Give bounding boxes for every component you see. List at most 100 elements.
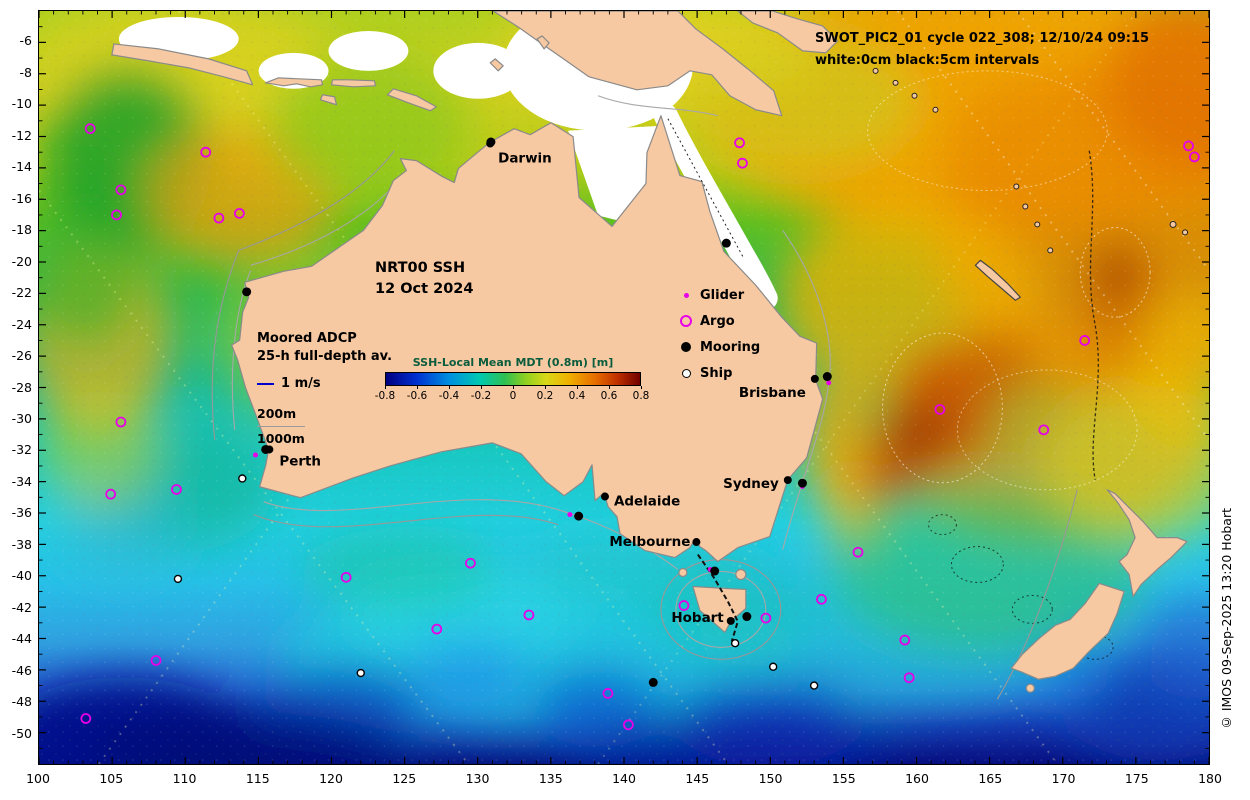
ship-marker xyxy=(730,639,740,648)
isobath-200m-label: 200m xyxy=(257,406,297,421)
city-dot-brisbane xyxy=(810,374,819,383)
city-label-brisbane: Brisbane xyxy=(739,385,806,401)
glider-marker xyxy=(826,380,832,386)
colorbar-tickmark xyxy=(481,386,482,389)
colorbar-tick-label: -0.2 xyxy=(470,390,492,402)
city-dot-sydney xyxy=(783,476,792,485)
legend-item-mooring: Mooring xyxy=(678,334,760,360)
city-label-hobart: Hobart xyxy=(671,610,724,626)
city-label-melbourne: Melbourne xyxy=(609,534,690,550)
argo-marker xyxy=(1079,335,1091,346)
ship-marker xyxy=(173,574,183,584)
lat-tick-label: -14 xyxy=(11,159,32,175)
colorbar-tick-label: 0.4 xyxy=(568,390,586,402)
lon-tick-label: 130 xyxy=(465,771,490,786)
lat-tick-label: -30 xyxy=(11,410,32,426)
argo-marker xyxy=(602,688,614,699)
lon-tick-label: 165 xyxy=(978,771,1003,786)
legend-label-glider: Glider xyxy=(700,287,745,303)
lat-tick-label: -32 xyxy=(11,442,32,458)
lon-tick-label: 180 xyxy=(1198,771,1222,786)
lon-tick-label: 155 xyxy=(831,771,856,786)
run-title: SWOT_PIC2_01 cycle 022_308; 12/10/24 09:… xyxy=(815,28,1149,72)
isobath-line-icon xyxy=(257,426,305,427)
colorbar-tickmark xyxy=(545,386,546,389)
lat-tick-label: -8 xyxy=(19,64,32,80)
ssh-contours xyxy=(39,11,1209,764)
colorbar-tickmark xyxy=(609,386,610,389)
australia-ssh-map: Darwin Perth Adelaide Melbourne Hobart Sydney… xyxy=(39,11,1209,764)
mooring-marker xyxy=(742,612,752,622)
colorbar-tickmark xyxy=(385,386,386,389)
adcp-scale-label: 1 m/s xyxy=(281,376,321,391)
legend-label-mooring: Mooring xyxy=(700,339,761,355)
glider-marker xyxy=(567,512,573,518)
argo-marker xyxy=(903,672,915,684)
argo-marker xyxy=(84,123,96,135)
nz-south-island xyxy=(1010,582,1125,680)
legend-label-ship: Ship xyxy=(700,365,733,381)
colorbar-tick-label: -0.8 xyxy=(374,390,396,402)
argo-marker xyxy=(105,488,117,500)
argo-marker xyxy=(760,612,772,624)
colorbar-ticks: -0.8 -0.6 -0.4 -0.2 0 0.2 0.4 0.6 0.8 xyxy=(375,386,649,402)
colorbar-tick-label: -0.4 xyxy=(438,390,460,402)
lon-tick-label: 170 xyxy=(1051,771,1076,786)
argo-marker xyxy=(340,571,352,583)
legend-item-ship: Ship xyxy=(678,360,760,386)
lon-tick-label: 100 xyxy=(26,771,50,786)
argo-marker xyxy=(150,655,162,666)
colorbar-tickmark xyxy=(577,386,578,389)
argo-marker xyxy=(171,484,182,495)
argo-marker xyxy=(431,623,443,635)
lon-tick-label: 125 xyxy=(392,771,417,786)
lat-tick-label: -42 xyxy=(11,599,32,615)
lat-tick-label: -26 xyxy=(11,348,32,364)
lat-tick-label: -12 xyxy=(11,127,32,143)
colorbar-tickmark xyxy=(641,386,642,389)
city-dot-darwin xyxy=(486,139,495,148)
run-title-line2: white:0cm black:5cm intervals xyxy=(815,53,1040,68)
legend-item-glider: Glider xyxy=(678,282,760,308)
adcp-line2: 25-h full-depth av. xyxy=(257,349,393,364)
lat-tick-label: -36 xyxy=(11,505,32,521)
ship-marker xyxy=(768,662,778,671)
mooring-marker xyxy=(648,677,658,687)
observation-legend: Glider Argo Mooring Ship xyxy=(678,282,760,386)
lat-tick-label: -38 xyxy=(11,536,32,552)
ship-layer xyxy=(173,474,819,690)
lon-tick-label: 135 xyxy=(538,771,563,786)
lon-tick-label: 110 xyxy=(172,771,197,786)
tasmania-landmass xyxy=(692,585,747,633)
lat-tick-label: -20 xyxy=(11,253,32,269)
lon-tick-label: 150 xyxy=(758,771,783,786)
argo-marker xyxy=(737,157,748,169)
colorbar-title: SSH-Local Mean MDT (0.8m) [m] xyxy=(412,356,614,369)
colorbar-gradient xyxy=(385,372,641,386)
colorbar-tick-label: 0.2 xyxy=(536,390,554,402)
timor-landmass xyxy=(386,88,437,112)
australia-landmass xyxy=(231,115,824,563)
city-label-perth: Perth xyxy=(279,453,321,469)
argo-marker xyxy=(852,546,864,558)
lon-tick-label: 115 xyxy=(245,771,270,786)
lat-tick-label: -44 xyxy=(11,631,32,647)
city-dot-melbourne xyxy=(692,538,701,547)
ship-marker xyxy=(238,474,247,483)
argo-marker xyxy=(233,207,245,219)
argo-marker xyxy=(1038,424,1050,436)
adcp-line1: Moored ADCP xyxy=(257,331,357,346)
argo-marker xyxy=(115,184,127,196)
argo-marker-icon xyxy=(680,315,692,327)
mooring-layer xyxy=(242,137,832,687)
java-landmass xyxy=(111,43,254,86)
new-guinea-landmass xyxy=(492,11,783,117)
colorbar-tick-label: 0 xyxy=(509,390,517,402)
argo-marker xyxy=(734,137,745,149)
city-labels-layer: Darwin Perth Adelaide Melbourne Hobart Sydney… xyxy=(265,139,819,626)
city-label-darwin: Darwin xyxy=(498,151,552,167)
map-plot-area: Darwin Perth Adelaide Melbourne Hobart Sydney… xyxy=(38,10,1210,765)
product-name: NRT00 SSH xyxy=(375,260,466,276)
mooring-marker xyxy=(574,511,584,521)
